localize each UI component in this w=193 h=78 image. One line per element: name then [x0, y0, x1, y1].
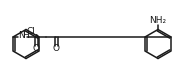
Text: O: O [33, 44, 40, 53]
Text: O: O [53, 44, 60, 53]
Text: Cl: Cl [26, 27, 35, 36]
Text: NH₂: NH₂ [149, 16, 167, 25]
Text: N: N [18, 31, 25, 40]
Text: H: H [23, 31, 29, 40]
